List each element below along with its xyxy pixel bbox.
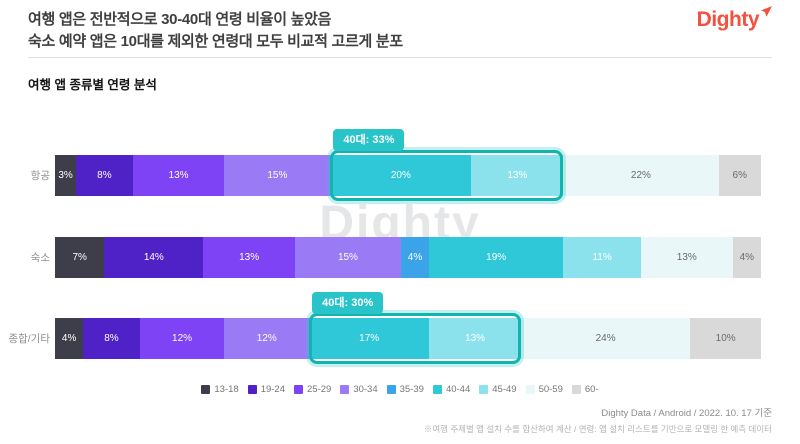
- bar-segment-45-49: 11%: [563, 237, 641, 278]
- row-bar: 7% 14% 13% 15% 4% 19% 11% 13% 4%: [55, 237, 761, 278]
- legend-swatch: [386, 385, 396, 394]
- dighty-logo: Dighty: [696, 6, 773, 32]
- header-divider: [28, 57, 772, 58]
- legend-label: 45-49: [492, 384, 517, 395]
- bar-segment-19-24: 14%: [104, 237, 204, 278]
- legend-item: 35-39: [386, 384, 424, 395]
- legend-label: 50-59: [538, 384, 563, 395]
- bar-segment-30-34: 15%: [295, 237, 401, 278]
- highlight-box: [309, 313, 521, 364]
- highlight-callout: 40대: 30%: [312, 292, 384, 314]
- legend-label: 40-44: [445, 384, 471, 395]
- highlight-box: [330, 150, 564, 201]
- dighty-logo-text: Dighty: [696, 8, 760, 31]
- legend-swatch: [201, 385, 211, 394]
- bar-segment-40-44: 20%: [330, 155, 472, 196]
- legend-label: 19-24: [260, 384, 285, 395]
- title-line-1: 여행 앱은 전반적으로 30-40대 연령 비율이 높았음: [28, 11, 332, 28]
- bar-segment-50-59: 24%: [520, 318, 691, 359]
- bar-segment-45-49: 13%: [471, 155, 564, 196]
- legend: 13-18 19-24 25-29 30-34 35-39 40-44 45-49 50-59…: [0, 384, 800, 395]
- title-line-2: 숙소 예약 앱은 10대를 제외한 연령대 모두 비교적 고르게 분포: [28, 33, 403, 50]
- legend-swatch: [432, 385, 442, 394]
- footer: Dighty Data / Android / 2022. 10. 17 기준 …: [424, 405, 772, 435]
- legend-swatch: [479, 385, 489, 394]
- chart-row: 숙소 7% 14% 13% 15% 4% 19% 11% 13% 4%: [0, 237, 800, 278]
- legend-item: 30-34: [340, 384, 378, 395]
- bar-segment-40-44: 19%: [429, 237, 564, 278]
- legend-label: 25-29: [307, 384, 332, 395]
- row-bar: 4% 8% 12% 12% 17% 13% 24% 10%: [55, 318, 761, 359]
- legend-item: 40-44: [432, 384, 471, 395]
- row-label: 숙소: [30, 252, 50, 264]
- footer-note: ※여행 주제별 앱 설치 수를 합산하여 계산 / 연령: 앱 설치 리스트를 …: [423, 424, 772, 434]
- bar-segment-45-49: 13%: [429, 318, 521, 359]
- legend-item: 60-: [571, 384, 599, 395]
- highlight-callout: 40대: 33%: [333, 129, 405, 151]
- bar-segment-25-29: 12%: [139, 318, 225, 359]
- bar-segment-50-59: 22%: [563, 155, 719, 196]
- bar-segment-50-59: 13%: [640, 237, 733, 278]
- bar-segment-25-29: 13%: [203, 237, 295, 278]
- legend-item: 25-29: [294, 384, 331, 395]
- legend-item: 19-24: [247, 384, 285, 395]
- bar-segment-19-24: 8%: [76, 155, 133, 196]
- bar-segment-13-18: 3%: [55, 155, 77, 196]
- footer-source: Dighty Data / Android / 2022. 10. 17 기준: [601, 408, 772, 419]
- bar-segment-13-18: 7%: [55, 237, 105, 278]
- legend-label: 35-39: [399, 384, 424, 395]
- bar-segment-60-: 4%: [732, 237, 761, 278]
- row-bar: 3% 8% 13% 15% 20% 13% 22% 6%: [55, 155, 761, 196]
- chart-row: 종합/기타 4% 8% 12% 12% 17% 13% 24% 10% 40대: 30%: [0, 292, 800, 364]
- bar-segment-19-24: 8%: [83, 318, 140, 359]
- dighty-logo-mark-icon: [761, 6, 772, 17]
- bar-segment-35-39: 4%: [400, 237, 430, 278]
- title-block: 여행 앱은 전반적으로 30-40대 연령 비율이 높았음 숙소 예약 앱은 1…: [28, 9, 403, 53]
- bar-segment-25-29: 13%: [132, 155, 225, 196]
- bar-segment-30-34: 15%: [224, 155, 331, 196]
- legend-label: 13-18: [214, 384, 239, 395]
- row-label: 항공: [30, 170, 50, 182]
- bar-segment-13-18: 4%: [55, 318, 84, 359]
- legend-item: 13-18: [201, 384, 239, 395]
- legend-label: 30-34: [353, 384, 378, 395]
- bar-segment-60-: 10%: [690, 318, 761, 359]
- bar-segment-30-34: 12%: [224, 318, 310, 359]
- section-title: 여행 앱 종류별 연령 분석: [28, 78, 157, 92]
- chart-row: 항공 3% 8% 13% 15% 20% 13% 22% 6% 40대: 33%: [0, 129, 800, 201]
- legend-swatch: [247, 385, 257, 394]
- legend-swatch: [340, 385, 350, 394]
- legend-item: 50-59: [525, 384, 563, 395]
- legend-label: 60-: [584, 384, 599, 395]
- legend-item: 45-49: [479, 384, 517, 395]
- legend-swatch: [294, 385, 303, 394]
- legend-swatch: [571, 385, 581, 394]
- bar-segment-60-: 6%: [718, 155, 761, 196]
- bar-segment-40-44: 17%: [309, 318, 430, 359]
- row-label: 종합/기타: [8, 333, 50, 345]
- legend-swatch: [525, 385, 535, 394]
